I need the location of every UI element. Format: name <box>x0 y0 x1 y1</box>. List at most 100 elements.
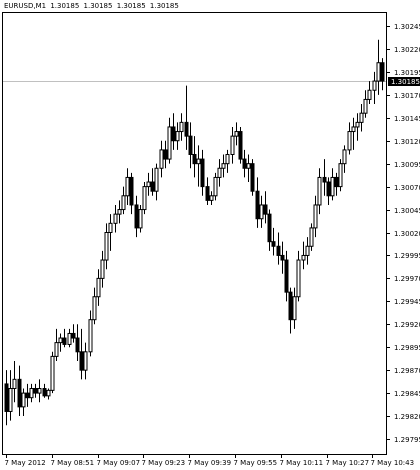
candle-body-bull <box>21 392 26 408</box>
candle-body-bull <box>221 163 226 169</box>
x-tick-label: 7 May 10:11 <box>280 459 324 467</box>
candle-body-bull <box>159 149 164 169</box>
candle-body-bear <box>334 176 339 188</box>
candle-body-bull <box>8 388 13 412</box>
x-tick-label: 7 May 09:55 <box>234 459 278 467</box>
y-tick-label: 1.29845 <box>394 390 420 398</box>
candle-body-bear <box>79 351 84 371</box>
candle-body-bear <box>288 291 293 321</box>
candle-body-bull <box>217 167 222 178</box>
candle-body-bull <box>338 163 343 188</box>
y-tick-label: 1.30070 <box>394 184 420 192</box>
candle-body-bull <box>167 126 172 160</box>
candle-body-bear <box>71 332 76 339</box>
low-value: 1.30185 <box>116 2 146 10</box>
y-tick-label: 1.30170 <box>394 92 420 100</box>
candle-body-bull <box>292 296 297 321</box>
candle-body-bear <box>42 388 47 397</box>
candle-body-bull <box>209 195 214 201</box>
y-tick-label: 1.30120 <box>394 138 420 146</box>
candle-body-bear <box>242 158 247 169</box>
candle-body-bull <box>367 89 372 100</box>
candle-body-bull <box>296 259 301 298</box>
candle-body-bull <box>246 163 251 169</box>
candle-body-bull <box>142 186 147 211</box>
candle-body-bull <box>305 245 310 256</box>
candle-body-bear <box>171 126 176 142</box>
candle-body-bull <box>108 222 113 233</box>
x-tick-label: 7 May 09:07 <box>97 459 141 467</box>
candle-body-bear <box>188 135 193 155</box>
candle-body-bull <box>230 135 235 155</box>
y-tick-label: 1.29895 <box>394 344 420 352</box>
x-tick-label: 7 May 09:39 <box>188 459 232 467</box>
candle-body-bull <box>96 277 101 298</box>
candle-body-bull <box>313 204 318 229</box>
candle-body-bull <box>355 121 360 128</box>
candle-body-bear <box>192 153 197 165</box>
candle-body-bear <box>238 131 243 160</box>
candle-body-bull <box>301 254 306 261</box>
candle-body-bull <box>29 388 34 399</box>
symbol-info: EURUSD,M1 1.30185 1.30185 1.30185 1.3018… <box>4 2 181 10</box>
candle-body-bear <box>129 176 134 206</box>
y-tick-label: 1.30020 <box>394 230 420 238</box>
y-tick-label: 1.29970 <box>394 275 420 283</box>
x-tick-label: 7 May 10:27 <box>326 459 370 467</box>
current-price-label-box <box>388 77 420 86</box>
candle-body-bear <box>326 181 331 197</box>
y-tick-label: 1.30095 <box>394 161 420 169</box>
symbol-name: EURUSD,M1 <box>4 2 47 10</box>
candle-body-bull <box>67 332 72 345</box>
candle-body-bull <box>146 181 151 188</box>
candle-body-bull <box>83 351 88 371</box>
y-tick-label: 1.30195 <box>394 69 420 77</box>
candle-body-bear <box>263 204 268 215</box>
candle-body-bull <box>12 378 17 390</box>
candle-body-bear <box>75 337 80 353</box>
candle-body-bear <box>184 121 189 137</box>
candle-body-bull <box>104 232 109 261</box>
candle-body-bull <box>363 98 368 114</box>
candle-body-bear <box>250 163 255 192</box>
candle-body-bull <box>154 167 159 192</box>
candle-body-bear <box>62 337 67 345</box>
candle-body-bull <box>113 213 118 224</box>
y-tick-label: 1.29795 <box>394 436 420 444</box>
candle-body-bull <box>175 131 180 142</box>
y-tick-label: 1.30045 <box>394 207 420 215</box>
candle-body-bear <box>4 383 9 412</box>
candle-body-bear <box>255 190 260 220</box>
candle-body-bull <box>88 319 93 353</box>
open-value: 1.30185 <box>50 2 80 10</box>
candle-body-bear <box>25 392 30 399</box>
candle-body-bull <box>376 62 381 82</box>
candle-body-bull <box>138 209 143 229</box>
candle-body-bear <box>200 158 205 188</box>
candle-body-bull <box>342 149 347 165</box>
candle-body-bear <box>380 62 385 82</box>
candle-body-bull <box>359 112 364 123</box>
candle-body-bull <box>372 80 377 91</box>
candle-body-bull <box>213 176 218 197</box>
candle-body-bear <box>276 245 281 256</box>
candle-body-bear <box>205 186 210 201</box>
candle-body-bull <box>54 342 59 357</box>
y-tick-label: 1.30220 <box>394 46 420 54</box>
candle-body-bull <box>50 355 55 391</box>
candle-body-bull <box>117 209 122 215</box>
candle-body-bear <box>163 149 168 160</box>
candle-body-bull <box>351 126 356 133</box>
candle-body-bull <box>330 176 335 197</box>
close-value: 1.30185 <box>149 2 179 10</box>
candle-body-bear <box>267 213 272 243</box>
candle-body-bear <box>271 241 276 247</box>
candle-body-bear <box>33 388 38 394</box>
x-tick-label: 7 May 09:23 <box>142 459 186 467</box>
x-tick-label: 7 May 08:51 <box>51 459 95 467</box>
high-value: 1.30185 <box>83 2 113 10</box>
y-tick-label: 1.29870 <box>394 367 420 375</box>
candle-body-bull <box>347 131 352 151</box>
candle-body-bull <box>37 388 42 394</box>
